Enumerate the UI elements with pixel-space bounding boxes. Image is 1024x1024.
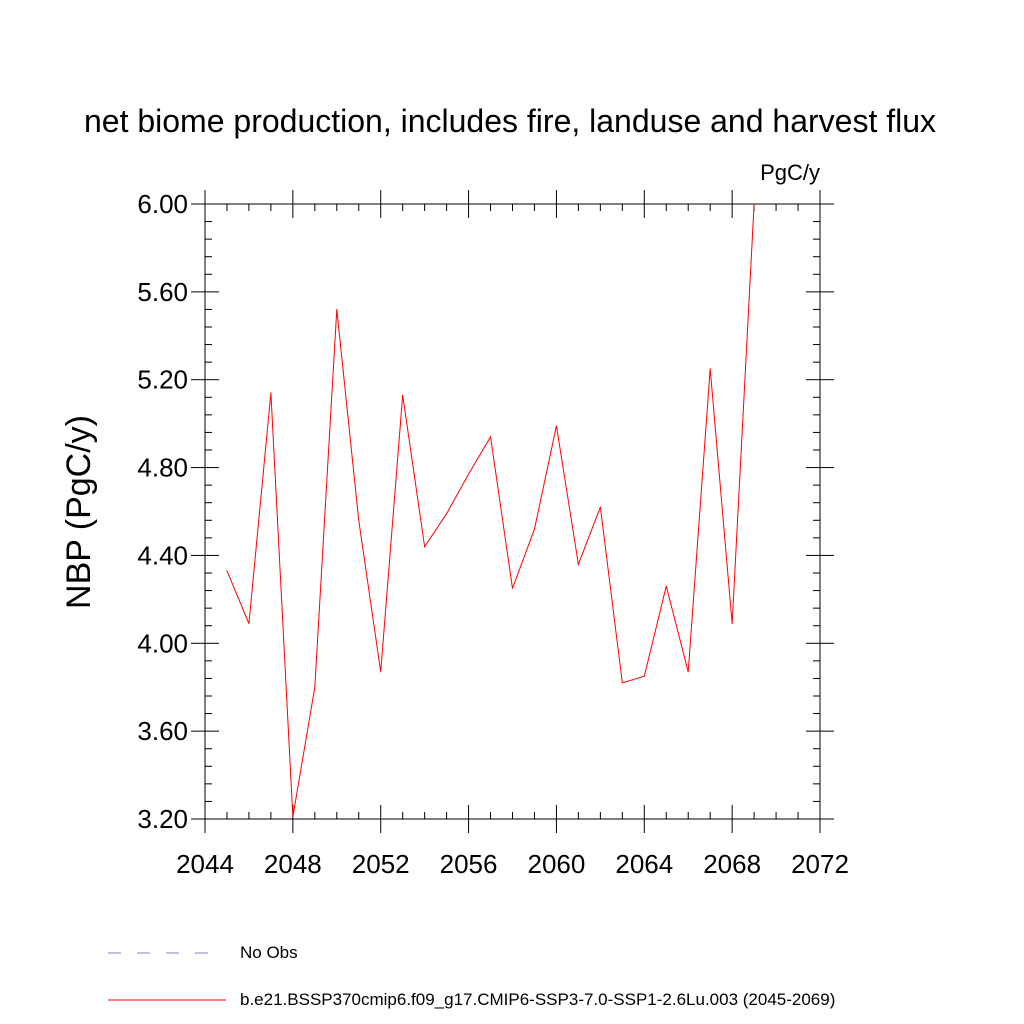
y-tick-label: 3.60 bbox=[137, 716, 188, 746]
data-point bbox=[336, 308, 338, 310]
y-tick-label: 4.80 bbox=[137, 453, 188, 483]
data-point bbox=[512, 587, 513, 589]
x-tick-label: 2068 bbox=[703, 849, 761, 879]
data-point bbox=[643, 675, 645, 677]
series-line-0 bbox=[226, 203, 755, 817]
data-point bbox=[292, 816, 294, 818]
x-tick-label: 2044 bbox=[176, 849, 234, 879]
data-point bbox=[490, 436, 492, 438]
x-tick-label: 2052 bbox=[352, 849, 410, 879]
data-point bbox=[446, 513, 448, 515]
data-point bbox=[709, 368, 711, 370]
x-tick-label: 2064 bbox=[615, 849, 673, 879]
y-tick-label: 3.20 bbox=[137, 804, 188, 834]
legend-label: No Obs bbox=[240, 943, 298, 962]
units-label: PgC/y bbox=[760, 160, 820, 185]
x-tick-label: 2056 bbox=[440, 849, 498, 879]
series-lines bbox=[226, 203, 755, 818]
data-point bbox=[424, 546, 426, 548]
data-point bbox=[402, 394, 404, 396]
data-point bbox=[687, 671, 689, 673]
plot-frame bbox=[204, 203, 821, 820]
y-tick-label: 5.20 bbox=[137, 365, 188, 395]
data-point bbox=[533, 528, 535, 530]
tick-labels: 2044 2048 2052 2056 2060 2064 2068 2072 3.20 3.60… bbox=[137, 189, 849, 879]
legend-item-model-run: b.e21.BSSP370cmip6.f09_g17.CMIP6-SSP3-7.… bbox=[108, 988, 835, 1012]
y-tick-label: 5.60 bbox=[137, 277, 188, 307]
legend-swatch-solid bbox=[108, 999, 226, 1001]
data-point bbox=[270, 392, 272, 394]
data-point bbox=[621, 682, 623, 684]
data-point bbox=[731, 623, 733, 625]
data-point bbox=[380, 671, 382, 673]
data-point bbox=[226, 570, 228, 572]
legend-item-no-obs: No Obs bbox=[108, 941, 298, 965]
data-point bbox=[314, 686, 316, 688]
chart-title: net biome production, includes fire, lan… bbox=[84, 103, 936, 139]
data-point bbox=[599, 506, 601, 508]
legend-label: b.e21.BSSP370cmip6.f09_g17.CMIP6-SSP3-7.… bbox=[240, 990, 836, 1009]
data-point bbox=[468, 473, 470, 475]
data-point bbox=[248, 623, 250, 625]
x-tick-label: 2048 bbox=[264, 849, 322, 879]
data-point bbox=[577, 563, 579, 565]
y-tick-label: 4.00 bbox=[137, 628, 188, 658]
data-point bbox=[555, 425, 557, 427]
data-point bbox=[753, 203, 755, 205]
y-axis-label: NBP (PgC/y) bbox=[60, 415, 98, 609]
axis-ticks bbox=[191, 190, 834, 833]
legend-swatch-dashed bbox=[108, 952, 218, 954]
y-tick-label: 4.40 bbox=[137, 540, 188, 570]
x-tick-label: 2072 bbox=[791, 849, 849, 879]
x-tick-label: 2060 bbox=[528, 849, 586, 879]
data-point bbox=[665, 585, 667, 587]
data-point bbox=[358, 519, 360, 521]
y-tick-label: 6.00 bbox=[137, 189, 188, 219]
